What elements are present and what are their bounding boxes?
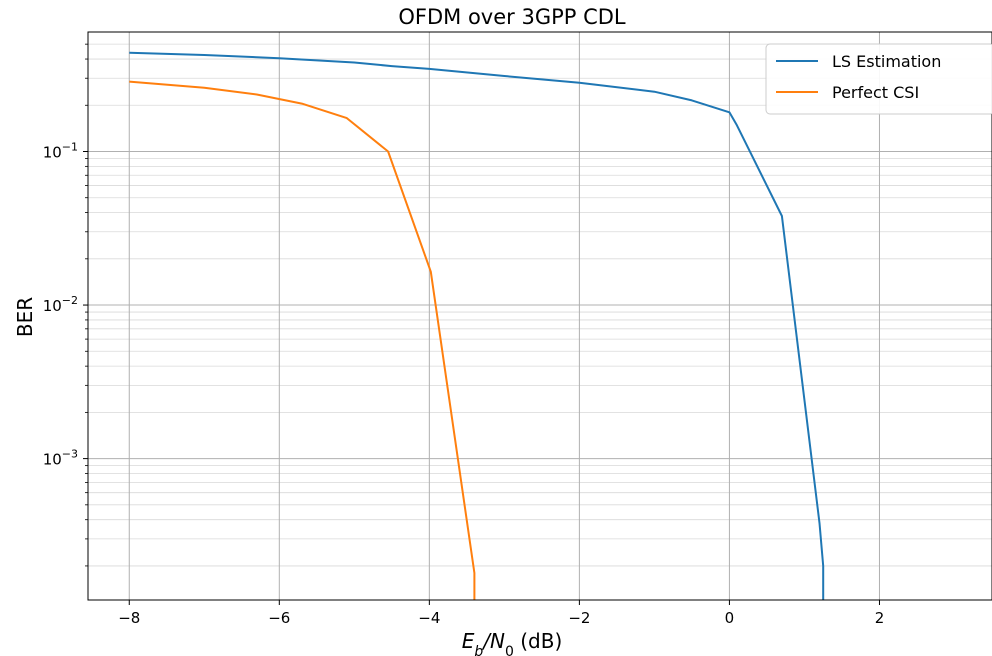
x-tick-label: 2 bbox=[875, 609, 885, 627]
series-layer bbox=[129, 51, 825, 600]
x-tick-label: −8 bbox=[118, 609, 140, 627]
legend-box bbox=[765, 43, 992, 115]
legend-label-perfect-csi: Perfect CSI bbox=[832, 83, 919, 102]
series-line-ls-estimation bbox=[129, 51, 825, 600]
y-axis-ticks: 10−3 10−2 10−1 bbox=[43, 43, 88, 567]
legend-label-ls-estimation: LS Estimation bbox=[832, 52, 941, 71]
grid bbox=[88, 32, 992, 600]
x-tick-label: −4 bbox=[418, 609, 440, 627]
x-axis-ticks: −8 −6 −4 −2 0 2 bbox=[118, 600, 884, 627]
y-tick-label: 10−3 bbox=[43, 448, 78, 469]
x-axis-label: Eb/N0 (dB) bbox=[462, 629, 563, 656]
y-tick-label: 10−1 bbox=[43, 140, 78, 161]
y-axis-label: BER bbox=[13, 297, 37, 337]
x-tick-label: −2 bbox=[568, 609, 590, 627]
chart-title: OFDM over 3GPP CDL bbox=[398, 5, 626, 29]
series-line-perfect-csi bbox=[129, 80, 476, 600]
x-tick-label: 0 bbox=[725, 609, 735, 627]
y-tick-label: 10−2 bbox=[43, 294, 78, 315]
legend: LS Estimation Perfect CSI bbox=[765, 43, 992, 115]
x-tick-label: −6 bbox=[268, 609, 290, 627]
plot-frame bbox=[87, 31, 992, 601]
